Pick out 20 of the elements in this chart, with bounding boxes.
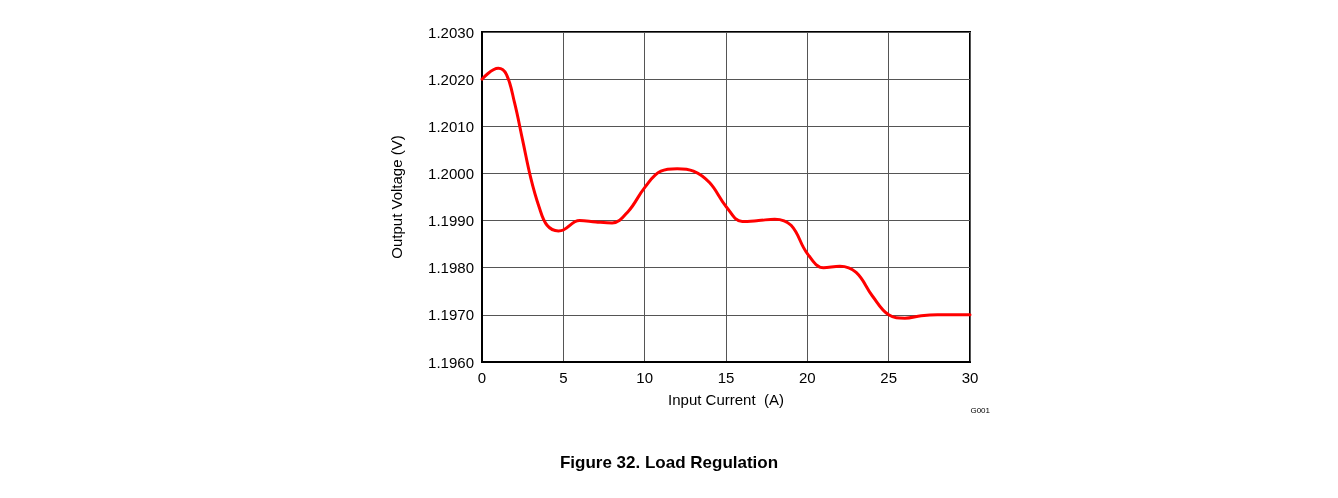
x-tick-label: 10 — [636, 369, 654, 386]
x-tick-label: 15 — [717, 369, 735, 386]
y-axis-title: Output Voltage (V) — [388, 135, 405, 259]
y-tick-label: 1.1990 — [428, 212, 474, 230]
x-tick-label: 20 — [798, 369, 816, 386]
y-tick-label: 1.2030 — [428, 23, 474, 41]
y-tick-label: 1.1980 — [428, 259, 474, 277]
x-tick-label: 25 — [880, 369, 898, 386]
text: Figure 32. Load Regulation — [559, 453, 779, 472]
y-tick-label: 1.2010 — [428, 117, 474, 135]
x-axis-title: Input Current (A) — [668, 391, 784, 408]
text: G001 — [970, 405, 991, 415]
y-tick-label: 1.2000 — [428, 164, 474, 182]
y-tick-label: 1.1960 — [428, 353, 474, 371]
x-tick-label: 5 — [559, 369, 568, 386]
x-tick-label: 0 — [477, 369, 487, 386]
y-tick-label: 1.2020 — [428, 70, 474, 88]
line-series — [480, 66, 972, 320]
x-tick-label: 30 — [961, 369, 979, 386]
y-tick-label: 1.1970 — [428, 306, 474, 324]
